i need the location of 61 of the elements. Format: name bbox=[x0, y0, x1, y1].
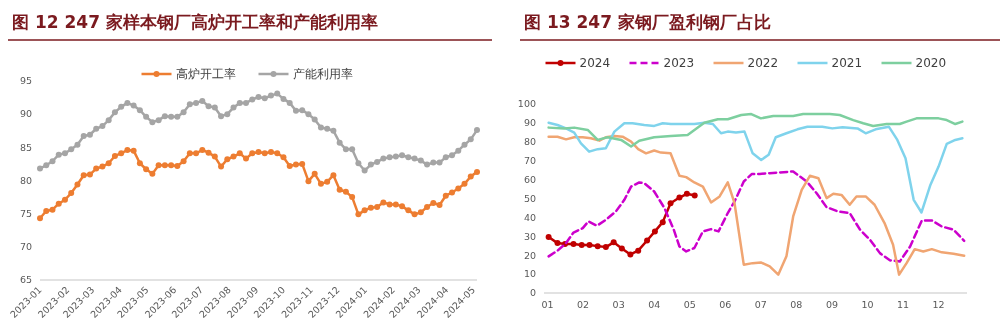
y-tick-label: 40 bbox=[523, 211, 536, 223]
y-tick-label: 70 bbox=[19, 241, 32, 253]
line-series bbox=[547, 134, 966, 276]
y-tick-label: 90 bbox=[523, 117, 536, 129]
x-tick-label: 09 bbox=[825, 299, 838, 310]
legend-label: 高炉开工率 bbox=[175, 67, 236, 82]
point bbox=[586, 241, 593, 248]
point bbox=[610, 239, 617, 246]
x-tick-label: 11 bbox=[896, 299, 910, 310]
x-tick-label: 01 bbox=[541, 299, 554, 310]
y-tick-label: 75 bbox=[19, 207, 32, 219]
y-tick-label: 20 bbox=[523, 249, 536, 261]
y-tick-label: 60 bbox=[523, 173, 536, 185]
y-tick-label: 95 bbox=[19, 75, 32, 87]
point bbox=[594, 243, 601, 250]
legend-label: 2024 bbox=[579, 56, 611, 71]
point bbox=[578, 241, 585, 248]
legend-label: 2021 bbox=[831, 56, 863, 71]
x-tick-label: 07 bbox=[754, 299, 767, 310]
y-tick-label: 100 bbox=[517, 98, 536, 110]
point bbox=[651, 228, 658, 235]
point bbox=[691, 192, 698, 199]
point bbox=[676, 194, 683, 201]
y-tick-label: 30 bbox=[523, 230, 536, 242]
x-tick-label: 05 bbox=[683, 299, 696, 310]
x-tick-label: 12 bbox=[932, 299, 945, 310]
legend-label: 产能利用率 bbox=[292, 67, 353, 82]
point bbox=[602, 244, 609, 251]
y-tick-label: 0 bbox=[529, 287, 536, 299]
point bbox=[683, 190, 690, 197]
legend-label: 2022 bbox=[747, 56, 779, 71]
chart-title: 图 13 247 家钢厂盈利钢厂占比 bbox=[524, 12, 771, 32]
y-tick-label: 10 bbox=[523, 268, 536, 280]
x-tick-label: 04 bbox=[648, 299, 661, 310]
y-tick-label: 65 bbox=[19, 274, 32, 286]
y-tick-label: 50 bbox=[523, 192, 536, 204]
y-tick-label: 70 bbox=[523, 155, 536, 167]
point bbox=[644, 237, 651, 244]
y-tick-label: 85 bbox=[19, 141, 32, 153]
point bbox=[659, 219, 666, 226]
x-tick-label: 03 bbox=[612, 299, 625, 310]
x-tick-label: 10 bbox=[861, 299, 874, 310]
x-tick-label: 08 bbox=[790, 299, 803, 310]
y-tick-label: 90 bbox=[19, 108, 32, 120]
x-tick-label: 02 bbox=[577, 299, 590, 310]
line-series bbox=[547, 170, 966, 263]
y-tick-label: 80 bbox=[523, 136, 536, 148]
legend-label: 2023 bbox=[663, 56, 695, 71]
point bbox=[618, 245, 625, 252]
point bbox=[635, 247, 642, 254]
x-tick-label: 06 bbox=[719, 299, 732, 310]
legend-label: 2020 bbox=[915, 56, 947, 71]
point bbox=[554, 240, 561, 247]
point bbox=[545, 234, 552, 241]
y-tick-label: 80 bbox=[19, 174, 32, 186]
point bbox=[570, 241, 577, 248]
line-series bbox=[547, 121, 964, 214]
point bbox=[627, 251, 634, 258]
chart-title: 图 12 247 家样本钢厂高炉开工率和产能利用率 bbox=[12, 12, 378, 32]
point bbox=[667, 200, 674, 207]
line-series bbox=[547, 112, 964, 148]
